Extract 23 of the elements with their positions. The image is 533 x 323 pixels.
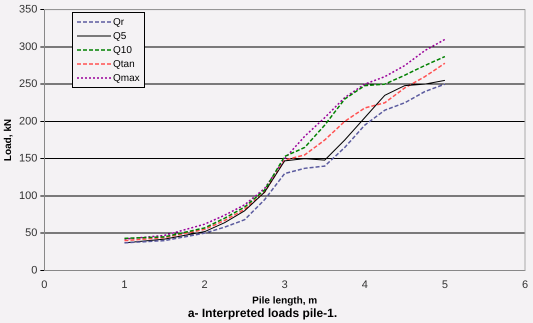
y-tick-label: 100	[18, 190, 38, 202]
legend-label: Qtan	[113, 58, 135, 70]
y-tick-label: 50	[25, 227, 38, 240]
x-axis-title: Pile length, m	[252, 295, 318, 306]
y-tick-label: 300	[18, 40, 38, 53]
x-tick-label: 3	[282, 279, 288, 292]
legend-label: Qr	[113, 16, 124, 28]
y-tick-label: 200	[18, 115, 38, 128]
y-tick-label: 0	[31, 264, 38, 276]
y-axis-title: Load, kN	[2, 118, 14, 162]
x-tick-label: 6	[522, 279, 528, 292]
x-tick-label: 0	[41, 279, 48, 292]
legend-label: Q5	[113, 30, 126, 42]
x-tick-label: 2	[202, 279, 208, 292]
x-tick-label: 4	[362, 279, 368, 292]
y-tick-label: 350	[18, 4, 38, 16]
text: a- Interpreted loads pile-1.	[188, 306, 338, 320]
y-tick-label: 150	[18, 152, 38, 165]
legend-label: Qmax	[113, 72, 140, 84]
x-tick-label: 1	[121, 279, 128, 292]
legend-label: Q10	[113, 44, 132, 56]
y-tick-label: 250	[18, 78, 38, 90]
x-tick-label: 5	[442, 279, 448, 292]
